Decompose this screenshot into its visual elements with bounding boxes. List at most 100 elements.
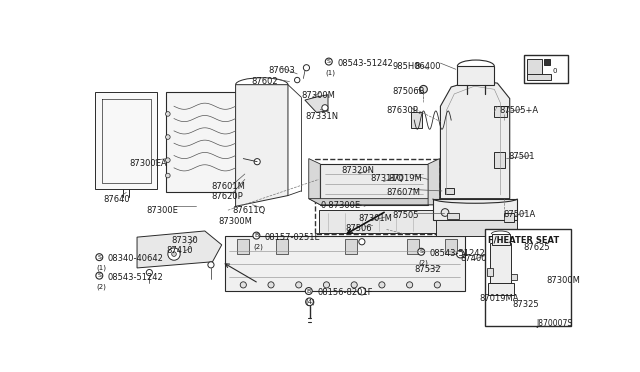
Circle shape <box>96 254 103 261</box>
Text: 87501A: 87501A <box>504 210 536 219</box>
Bar <box>527 74 551 80</box>
Circle shape <box>172 252 176 256</box>
Polygon shape <box>236 85 288 206</box>
Polygon shape <box>308 158 320 205</box>
Text: 87506B: 87506B <box>393 87 425 96</box>
Text: 0: 0 <box>553 68 557 74</box>
Bar <box>486 268 493 276</box>
Bar <box>524 55 568 83</box>
Polygon shape <box>458 66 494 85</box>
Bar <box>345 239 357 254</box>
Polygon shape <box>319 210 437 232</box>
Text: 87601M: 87601M <box>211 183 245 192</box>
Polygon shape <box>225 235 465 291</box>
Circle shape <box>147 269 152 276</box>
Text: (2): (2) <box>253 243 263 250</box>
Text: 87019M: 87019M <box>388 174 422 183</box>
Polygon shape <box>490 243 511 283</box>
Circle shape <box>358 287 365 295</box>
Text: 08340-40642: 08340-40642 <box>108 254 164 263</box>
Text: J870007S: J870007S <box>536 319 572 328</box>
Text: S: S <box>97 255 101 260</box>
Bar <box>411 112 422 128</box>
Text: 87300M: 87300M <box>547 276 580 285</box>
Text: 87400: 87400 <box>460 254 487 263</box>
Circle shape <box>305 288 312 295</box>
Text: 87611Q: 87611Q <box>232 206 266 215</box>
Text: F/HEATER SEAT: F/HEATER SEAT <box>488 235 559 245</box>
Text: 87331N: 87331N <box>305 112 338 121</box>
Text: 87300EA: 87300EA <box>129 158 167 168</box>
Polygon shape <box>433 199 517 220</box>
Circle shape <box>254 158 260 165</box>
Circle shape <box>166 173 170 178</box>
Bar <box>237 239 250 254</box>
Text: (2): (2) <box>418 260 428 266</box>
Circle shape <box>359 239 365 245</box>
Polygon shape <box>308 199 440 205</box>
Text: 08543-51242: 08543-51242 <box>429 249 485 258</box>
Text: (2): (2) <box>96 283 106 290</box>
Circle shape <box>166 158 170 163</box>
Circle shape <box>456 250 464 258</box>
Text: 87330: 87330 <box>171 235 198 245</box>
Circle shape <box>166 135 170 140</box>
Text: 87300E: 87300E <box>147 206 178 215</box>
Text: 87410: 87410 <box>166 246 193 256</box>
Polygon shape <box>440 80 509 199</box>
Text: (4): (4) <box>306 299 316 305</box>
Text: 08543-51242: 08543-51242 <box>108 273 164 282</box>
Text: 08157-0251E: 08157-0251E <box>265 232 321 241</box>
Text: S: S <box>419 249 423 254</box>
Bar <box>406 239 419 254</box>
Text: 87607M: 87607M <box>387 188 420 197</box>
Text: 86400: 86400 <box>414 62 441 71</box>
Circle shape <box>441 209 449 217</box>
Polygon shape <box>488 283 515 295</box>
Text: 87625: 87625 <box>524 243 550 252</box>
Polygon shape <box>320 164 428 205</box>
Bar <box>543 58 550 65</box>
Circle shape <box>406 282 413 288</box>
Circle shape <box>322 105 328 111</box>
Text: (1): (1) <box>96 265 106 271</box>
Circle shape <box>351 282 357 288</box>
Text: 87300M: 87300M <box>219 217 253 226</box>
Bar <box>447 212 459 219</box>
Text: 87300M: 87300M <box>302 91 336 100</box>
Text: 87640: 87640 <box>103 195 130 204</box>
Circle shape <box>420 86 428 93</box>
Bar <box>445 188 454 194</box>
Text: 87505+A: 87505+A <box>499 106 538 115</box>
Text: 08156-8201F: 08156-8201F <box>317 288 372 297</box>
Text: 0-87300E: 0-87300E <box>320 201 360 210</box>
Text: S: S <box>97 273 101 278</box>
Text: 08543-51242: 08543-51242 <box>337 58 393 67</box>
Text: 87602: 87602 <box>251 77 278 86</box>
Text: S: S <box>327 59 331 64</box>
Circle shape <box>168 248 180 260</box>
Circle shape <box>303 65 310 71</box>
Text: 87505: 87505 <box>393 211 419 220</box>
Polygon shape <box>305 95 328 112</box>
Text: (1): (1) <box>326 69 336 76</box>
Text: 87501: 87501 <box>508 153 534 161</box>
Text: 87603: 87603 <box>269 66 296 75</box>
Text: 87506: 87506 <box>346 224 372 233</box>
Text: 87019MA: 87019MA <box>479 294 518 303</box>
Bar <box>315 158 439 234</box>
Circle shape <box>296 282 302 288</box>
Circle shape <box>435 282 440 288</box>
Polygon shape <box>137 231 221 268</box>
Bar <box>494 153 505 168</box>
Circle shape <box>240 282 246 288</box>
Circle shape <box>379 282 385 288</box>
Polygon shape <box>436 220 517 235</box>
Polygon shape <box>428 158 440 205</box>
Bar <box>276 239 288 254</box>
Text: 87311Q: 87311Q <box>371 174 404 183</box>
Text: 87320N: 87320N <box>341 166 374 175</box>
Circle shape <box>418 248 424 255</box>
Polygon shape <box>95 92 157 189</box>
Circle shape <box>323 282 330 288</box>
